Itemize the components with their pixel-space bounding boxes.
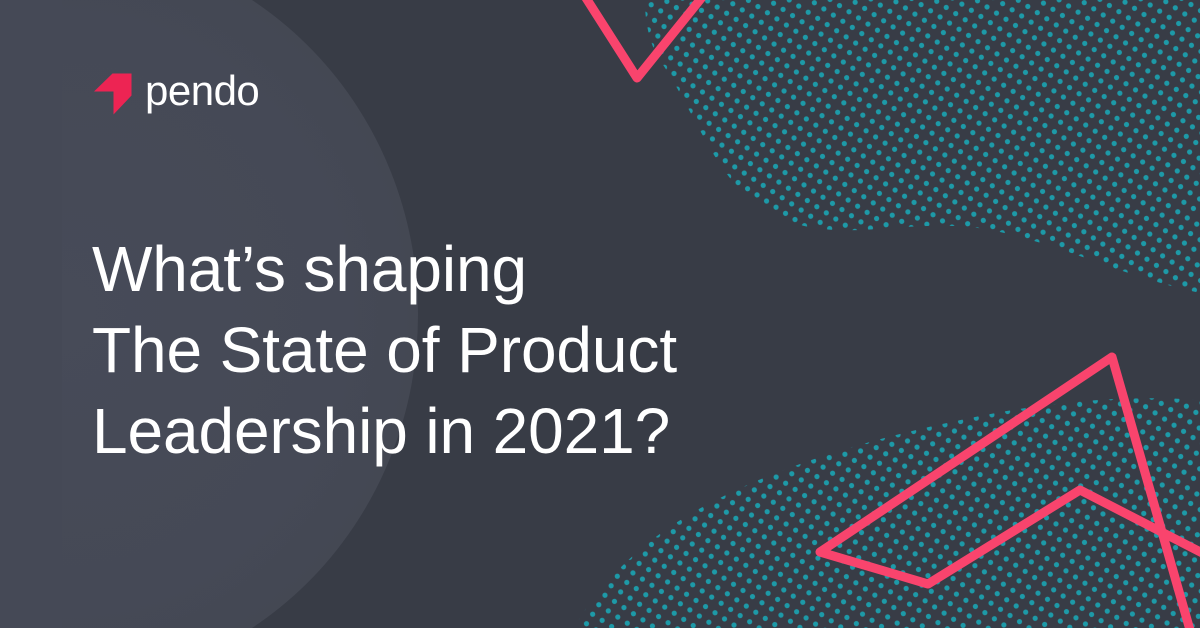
- headline-line-1: What’s shaping: [92, 232, 528, 305]
- pink-chevron-line-top: [581, 0, 706, 83]
- headline-line-3: Leadership in 2021?: [92, 394, 671, 467]
- pink-zigzag-line-bottom: [815, 352, 1200, 628]
- pendo-flag-icon: [94, 73, 132, 115]
- soft-light-circle: [0, 0, 418, 628]
- pendo-wordmark: pendo: [145, 71, 260, 114]
- page-title: What’s shaping The State of Product Lead…: [92, 229, 792, 472]
- headline-line-2: The State of Product: [92, 313, 678, 386]
- pendo-wordmark-text: pendo: [145, 71, 259, 114]
- pendo-logo[interactable]: pendo: [94, 66, 285, 122]
- left-light-block: [0, 0, 62, 628]
